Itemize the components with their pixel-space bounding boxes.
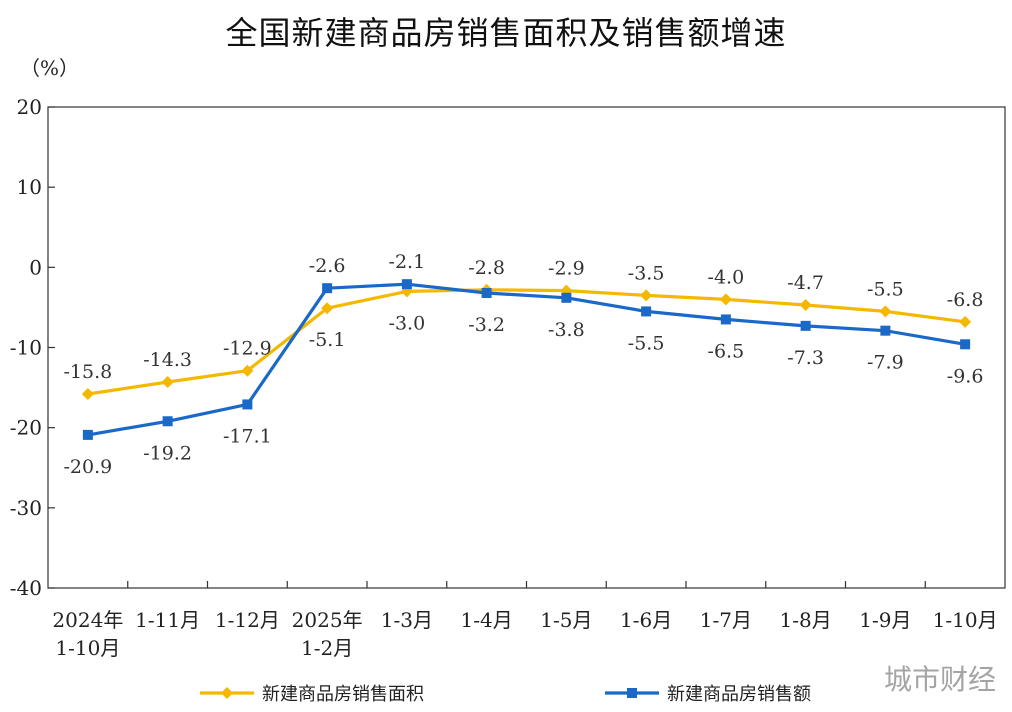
sales-growth-point <box>561 292 572 303</box>
sales-growth-label: -2.1 <box>389 251 426 273</box>
sales-growth-point <box>82 429 93 440</box>
area-growth-point <box>719 293 732 306</box>
x-category-label: 2025年 <box>292 608 363 632</box>
sales-growth-label: -2.6 <box>309 255 346 277</box>
legend-label: 新建商品房销售面积 <box>262 684 424 705</box>
area-growth-label: -14.3 <box>143 349 192 371</box>
x-category-label: 2024年 <box>52 608 123 632</box>
y-tick-label: 0 <box>29 255 42 279</box>
sales-growth-label: -3.2 <box>468 314 505 336</box>
x-category-label: 1-2月 <box>301 636 353 660</box>
x-category-label: 1-7月 <box>700 608 752 632</box>
chart-title: 全国新建商品房销售面积及销售额增速 <box>225 14 787 52</box>
sales-growth-point <box>401 279 412 290</box>
watermark: 城市财经 <box>883 663 996 696</box>
x-category-label: 1-6月 <box>620 608 672 632</box>
sales-growth-point <box>242 399 253 410</box>
sales-growth-label: -5.5 <box>628 332 665 354</box>
sales-growth-point <box>960 339 971 350</box>
y-tick-label: -10 <box>10 336 42 360</box>
y-tick-label: 10 <box>17 175 42 199</box>
area-growth-point <box>81 387 94 400</box>
sales-growth-point <box>162 416 173 427</box>
area-growth-point <box>959 315 972 328</box>
area-growth-label: -5.1 <box>309 329 346 351</box>
area-growth-label: -5.5 <box>867 278 904 300</box>
sales-growth-label: -3.8 <box>548 319 585 341</box>
area-growth-label: -4.0 <box>708 266 745 288</box>
sales-growth-label: -6.5 <box>708 340 745 362</box>
sales-growth-label: -9.6 <box>947 365 984 387</box>
x-category-label: 1-8月 <box>780 608 832 632</box>
sales-growth-line <box>87 282 966 437</box>
area-growth-label: -2.9 <box>548 258 585 280</box>
area-growth-label: -6.8 <box>947 289 984 311</box>
plot-frame <box>47 106 1006 589</box>
x-category-label: 1-11月 <box>135 608 200 632</box>
area-growth-label: -3.0 <box>389 312 426 334</box>
area-growth-label: -2.8 <box>468 257 505 279</box>
sales-growth-point <box>641 306 652 317</box>
y-tick-label: -30 <box>10 496 42 520</box>
area-growth-point <box>640 289 653 302</box>
sales-growth-label: -19.2 <box>143 442 192 464</box>
sales-growth-label: -7.9 <box>867 352 904 374</box>
sales-growth-point <box>322 283 333 294</box>
x-category-label: 1-9月 <box>859 608 911 632</box>
y-tick-label: -40 <box>10 576 42 600</box>
x-category-label: 1-12月 <box>215 608 280 632</box>
sales-growth-point <box>800 320 811 331</box>
area-growth-point <box>321 302 334 315</box>
sales-growth-point <box>880 325 891 336</box>
area-growth-label: -3.5 <box>628 262 665 284</box>
area-growth-point <box>799 299 812 312</box>
x-category-label: 1-3月 <box>381 608 433 632</box>
y-tick-label: -20 <box>10 416 42 440</box>
x-category-label: 1-10月 <box>933 608 998 632</box>
area-growth-point <box>879 305 892 318</box>
sales-growth-label: -7.3 <box>787 347 824 369</box>
x-category-label: 1-4月 <box>461 608 513 632</box>
sales-growth-point <box>720 314 731 325</box>
legend-marker <box>627 688 637 698</box>
x-category-label: 1-5月 <box>540 608 592 632</box>
area-growth-label: -15.8 <box>64 361 113 383</box>
sales-growth-label: -20.9 <box>64 456 113 478</box>
area-growth-label: -4.7 <box>787 272 824 294</box>
area-growth-point <box>161 375 174 388</box>
legend-label: 新建商品房销售额 <box>667 684 811 705</box>
area-growth-point <box>241 364 254 377</box>
legend-marker <box>221 687 233 699</box>
area-growth-line <box>87 288 966 396</box>
y-tick-label: 20 <box>17 95 42 119</box>
sales-growth-point <box>481 287 492 298</box>
x-category-label: 1-10月 <box>55 636 120 660</box>
area-growth-label: -12.9 <box>223 338 272 360</box>
sales-growth-label: -17.1 <box>223 425 272 447</box>
y-axis-unit: （%） <box>20 56 80 80</box>
